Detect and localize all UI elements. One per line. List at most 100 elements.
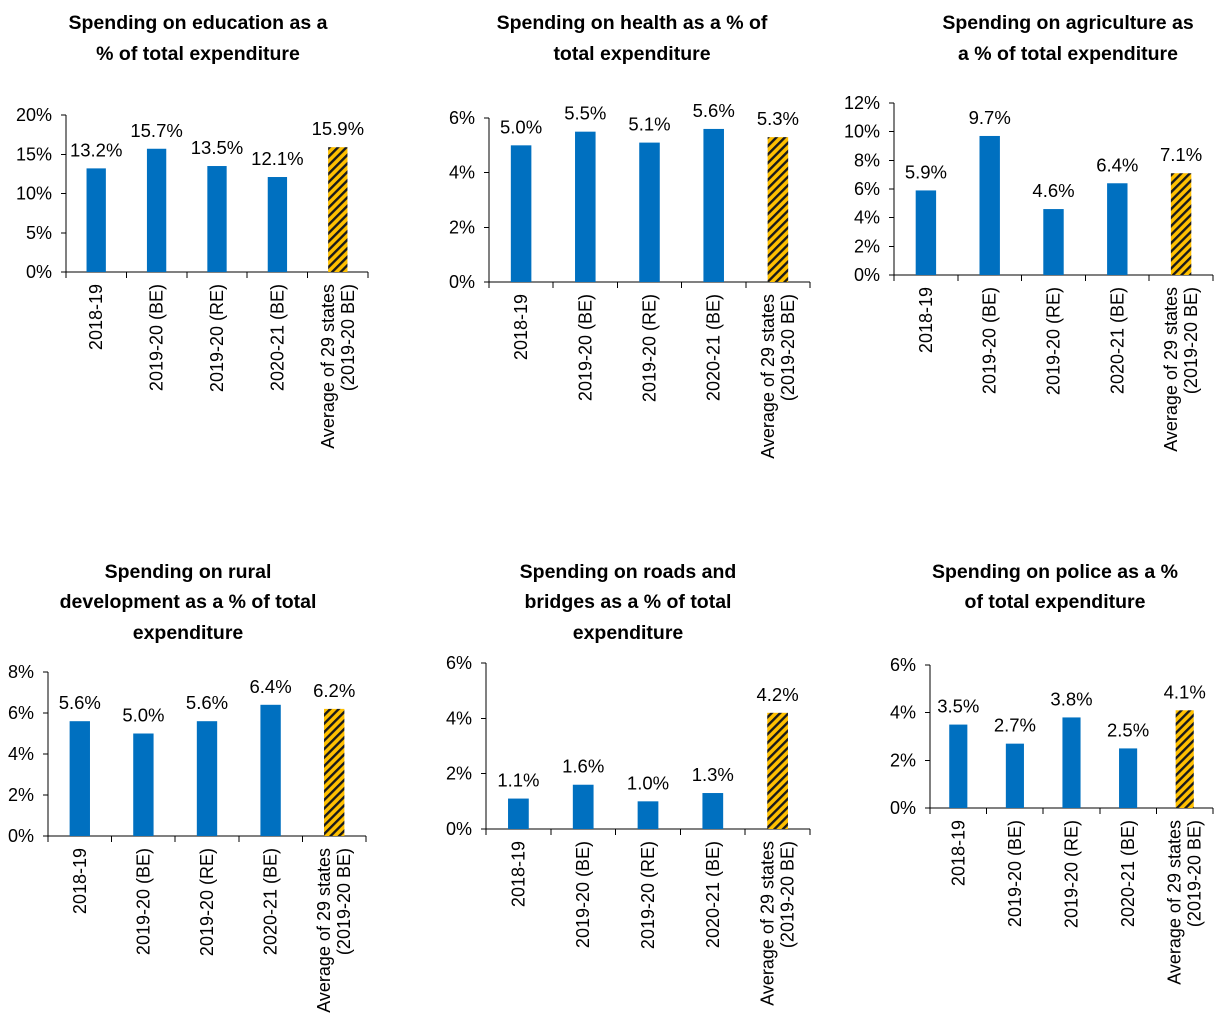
category-label-line: (2019-20 BE)	[1181, 287, 1201, 394]
data-label: 6.2%	[313, 680, 355, 701]
chart-title-line: Spending on roads and	[520, 561, 737, 583]
bar	[979, 135, 1000, 275]
y-tick-label: 2%	[8, 785, 34, 805]
category-label: 2019-20 (RE)	[638, 841, 658, 949]
y-tick-label: 2%	[890, 750, 916, 770]
chart-title-line: Spending on health as a % of	[497, 12, 768, 34]
category-label: 2018-19	[511, 294, 531, 360]
bar	[703, 128, 724, 282]
chart-title-line: expenditure	[133, 622, 244, 644]
category-label-line: 2019-20 (RE)	[1062, 820, 1082, 928]
category-label-line: 2020-21 (BE)	[704, 294, 724, 401]
category-label-line: Average of 29 states	[1161, 287, 1181, 452]
data-label: 6.4%	[1096, 154, 1138, 175]
y-tick-label: 2%	[449, 217, 475, 237]
category-label-line: Average of 29 states	[1165, 820, 1185, 985]
chart-rural-development: Spending on rural development as a % of t…	[0, 520, 410, 1029]
bar	[575, 131, 596, 282]
data-label: 13.2%	[70, 139, 122, 160]
data-label: 9.7%	[969, 107, 1011, 128]
data-label: 5.9%	[905, 161, 947, 182]
data-label: 1.6%	[562, 756, 604, 777]
bar	[1043, 209, 1064, 275]
y-tick-label: 15%	[16, 144, 52, 164]
bar	[146, 148, 167, 272]
bar	[260, 704, 281, 836]
category-label: 2020-21 (BE)	[704, 294, 724, 401]
data-label: 13.5%	[191, 137, 243, 158]
bar	[267, 177, 288, 272]
category-label: 2019-20 (RE)	[207, 284, 227, 392]
data-label: 3.5%	[937, 696, 979, 717]
bar	[767, 712, 788, 829]
data-label: 4.6%	[1032, 180, 1074, 201]
category-label-line: Average of 29 states	[314, 848, 334, 1013]
y-tick-label: 6%	[446, 653, 472, 673]
data-label: 2.7%	[994, 715, 1036, 736]
y-tick-label: 6%	[890, 655, 916, 675]
y-tick-label: 4%	[8, 744, 34, 764]
data-label: 1.0%	[627, 772, 669, 793]
data-label: 5.0%	[500, 116, 542, 137]
category-label-line: (2019-20 BE)	[1185, 820, 1205, 927]
y-tick-label: 4%	[890, 703, 916, 723]
category-label-line: (2019-20 BE)	[334, 848, 354, 955]
category-label: 2019-20 (BE)	[1005, 820, 1025, 927]
category-label-line: 2019-20 (BE)	[573, 841, 593, 948]
category-label-line: 2019-20 (RE)	[640, 294, 660, 402]
category-label: Average of 29 states (2019-20 BE)	[1165, 820, 1205, 985]
category-label-line: 2018-19	[86, 284, 106, 350]
y-tick-label: 10%	[16, 184, 52, 204]
category-label: Average of 29 states (2019-20 BE)	[758, 841, 798, 1006]
category-label: Average of 29 states (2019-20 BE)	[318, 284, 358, 449]
category-label-line: 2019-20 (BE)	[147, 284, 167, 391]
y-tick-label: 0%	[854, 265, 880, 285]
category-label: 2018-19	[916, 287, 936, 353]
data-label: 7.1%	[1160, 144, 1202, 165]
bar	[69, 721, 90, 836]
bar	[915, 190, 937, 275]
y-tick-label: 2%	[446, 764, 472, 784]
data-label: 1.1%	[497, 770, 539, 791]
category-label-line: (2019-20 BE)	[778, 841, 798, 948]
chart-title-line: development as a % of total	[60, 591, 317, 613]
y-tick-label: 6%	[8, 703, 34, 723]
category-label-line: 2018-19	[508, 841, 528, 907]
y-tick-label: 8%	[8, 662, 34, 682]
category-label: 2020-21 (BE)	[261, 848, 281, 955]
category-label: 2020-21 (BE)	[267, 284, 287, 391]
data-label: 5.6%	[186, 692, 228, 713]
y-tick-label: 2%	[854, 236, 880, 256]
category-label-line: 2019-20 (BE)	[133, 848, 153, 955]
category-label: 2019-20 (RE)	[1044, 287, 1064, 395]
y-tick-label: 4%	[446, 708, 472, 728]
category-label: 2020-21 (BE)	[1118, 820, 1138, 927]
category-label-line: (2019-20 BE)	[338, 284, 358, 391]
category-label: 2019-20 (BE)	[573, 841, 593, 948]
data-label: 5.0%	[122, 705, 164, 726]
category-label-line: 2020-21 (BE)	[1118, 820, 1138, 927]
y-tick-label: 0%	[26, 262, 52, 282]
data-label: 5.5%	[564, 103, 606, 124]
bar	[637, 801, 659, 829]
bar	[1005, 743, 1024, 808]
chart-title-line: Spending on police as a %	[932, 561, 1178, 583]
bar	[508, 798, 529, 829]
data-label: 2.5%	[1107, 719, 1149, 740]
bar	[86, 168, 106, 272]
category-label: 2018-19	[70, 848, 90, 914]
data-label: 6.4%	[250, 676, 292, 697]
category-label-line: 2019-20 (RE)	[197, 848, 217, 956]
chart-title-line: expenditure	[573, 622, 684, 644]
chart-title-line: Spending on agriculture as	[942, 12, 1194, 34]
y-tick-label: 10%	[844, 122, 880, 142]
category-label: 2018-19	[508, 841, 528, 907]
category-label-line: 2019-20 (RE)	[638, 841, 658, 949]
chart-police: Spending on police as a % of total expend…	[810, 520, 1223, 1029]
bar	[1062, 717, 1081, 808]
category-label-line: 2020-21 (BE)	[1107, 287, 1127, 394]
chart-title-line: Spending on education as a	[69, 12, 328, 34]
category-label-line: 2018-19	[70, 848, 90, 914]
category-label-line: Average of 29 states	[758, 841, 778, 1006]
category-label-line: Average of 29 states	[758, 294, 778, 459]
